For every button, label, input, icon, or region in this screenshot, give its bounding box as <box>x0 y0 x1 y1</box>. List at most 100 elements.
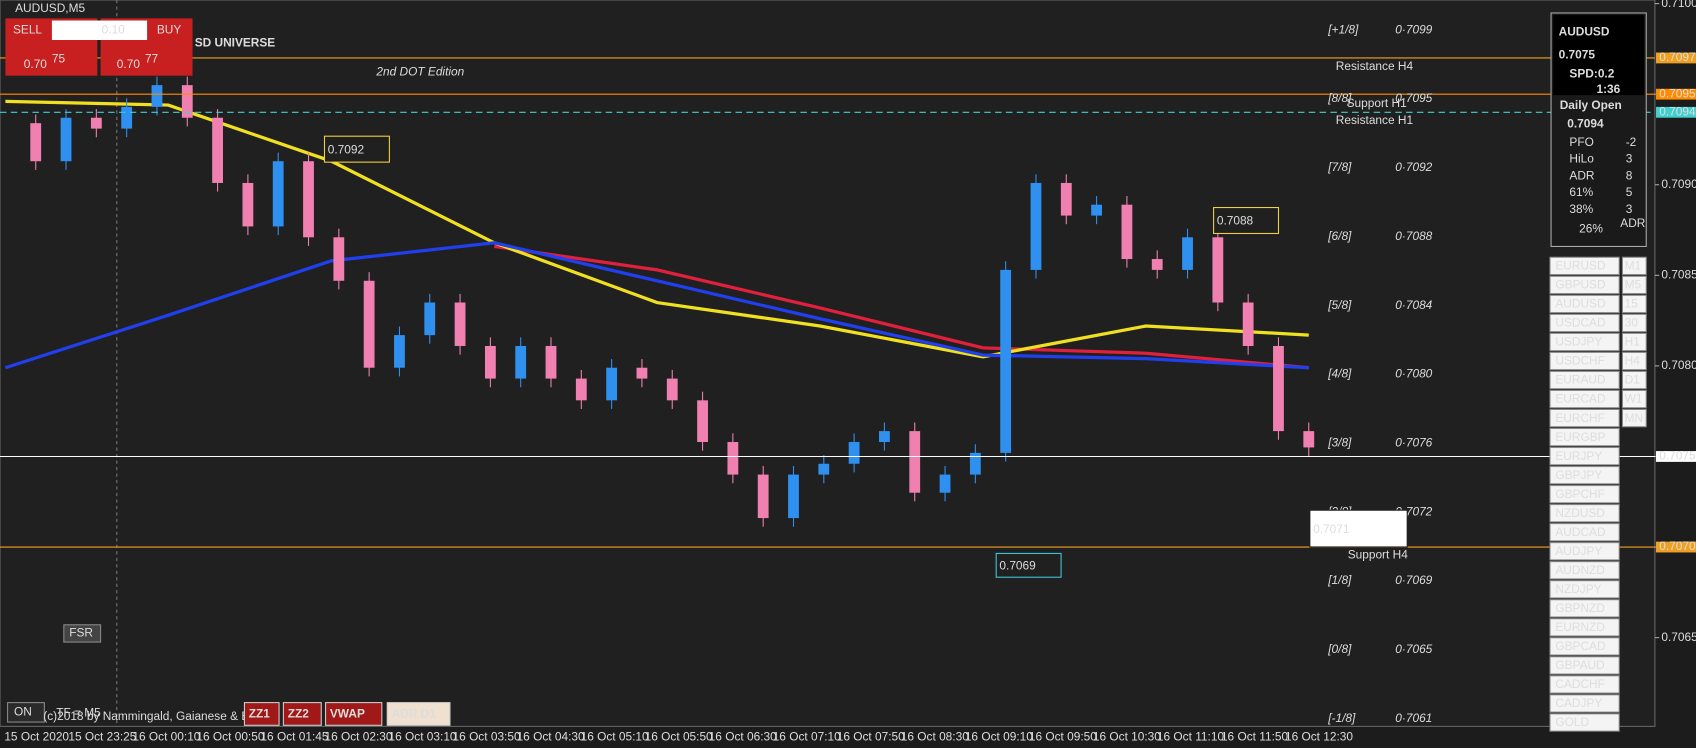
symbol-button[interactable] <box>1549 275 1620 295</box>
zz1-button[interactable] <box>243 702 280 726</box>
on-button[interactable] <box>7 702 45 723</box>
moving-average <box>4 241 1309 370</box>
candle <box>1000 269 1012 453</box>
timeframe-label: MN <box>1625 411 1643 425</box>
symbol-button[interactable] <box>1549 256 1620 276</box>
timeframe-button[interactable] <box>1621 351 1647 371</box>
x-tick-label: 16 Oct 09:10 <box>965 729 1033 743</box>
zz2-button[interactable] <box>282 702 322 726</box>
symbol-label: AUDCAD <box>1555 525 1605 539</box>
timeframe-button[interactable] <box>1621 256 1647 276</box>
candle <box>1303 431 1315 448</box>
x-tick-label: 16 Oct 00:10 <box>132 729 200 743</box>
symbol-button[interactable] <box>1549 370 1620 390</box>
info-spread: SPD:0.2 <box>1569 67 1614 81</box>
symbol-button[interactable] <box>1549 408 1620 428</box>
adr-button[interactable] <box>386 702 451 726</box>
symbol-button[interactable] <box>1549 523 1620 542</box>
x-tick-label: 16 Oct 08:30 <box>901 729 969 743</box>
x-tick-label: 16 Oct 09:50 <box>1029 729 1097 743</box>
symbol-button[interactable] <box>1549 389 1620 409</box>
murrey-tag: [3/8] <box>1327 436 1352 450</box>
symbol-button[interactable] <box>1549 294 1620 314</box>
y-tick-label: 0.7085 <box>1661 267 1696 281</box>
symbol-button[interactable] <box>1549 618 1620 637</box>
x-tick-label: 16 Oct 02:30 <box>324 729 392 743</box>
level-tag <box>1655 106 1696 118</box>
symbol-button[interactable] <box>1549 351 1620 371</box>
symbol-button[interactable] <box>1549 446 1620 466</box>
symbol-label: GBPCHF <box>1555 487 1605 501</box>
murrey-price: 0·7092 <box>1395 160 1432 174</box>
info-row-value: 8 <box>1626 168 1633 182</box>
symbol-label: EURNZD <box>1555 620 1605 634</box>
murrey-price: 0·7080 <box>1395 367 1432 381</box>
timeframe-label: 15 <box>1625 297 1639 311</box>
x-tick-label: 16 Oct 11:50 <box>1221 729 1289 743</box>
candle <box>818 463 830 475</box>
symbol-label: GBPJPY <box>1555 468 1602 482</box>
candle <box>969 452 981 475</box>
murrey-price: 0·7084 <box>1395 298 1432 312</box>
timeframe-button[interactable] <box>1621 408 1647 428</box>
timeframe-button[interactable] <box>1621 370 1647 390</box>
y-tick-label: 0.7100 <box>1661 0 1696 10</box>
symbol-button[interactable] <box>1549 542 1620 561</box>
level-tag-label: 0.7097 <box>1659 50 1695 64</box>
murrey-tag: [0/8] <box>1327 642 1352 656</box>
on-label: ON <box>14 704 32 718</box>
timeframe-button[interactable] <box>1621 294 1647 314</box>
timeframe-label: M5 <box>1625 278 1642 292</box>
candle <box>424 302 436 336</box>
timeframe-button[interactable] <box>1621 275 1647 295</box>
symbol-button[interactable] <box>1549 599 1620 618</box>
info-row-label: 61% <box>1569 185 1593 199</box>
symbol-label: GBPAUD <box>1555 658 1604 672</box>
symbol-label: GBPCAD <box>1555 639 1605 653</box>
timeframe-button[interactable] <box>1621 389 1647 409</box>
symbol-button[interactable] <box>1549 313 1620 333</box>
candle <box>454 302 466 346</box>
fsr-button[interactable] <box>63 624 102 643</box>
symbol-button[interactable] <box>1549 504 1620 523</box>
symbol-label: AUDJPY <box>1555 544 1602 558</box>
x-tick-label: 16 Oct 06:30 <box>709 729 777 743</box>
sr-label: Resistance H1 <box>1336 113 1414 127</box>
candle <box>484 345 496 379</box>
symbol-label: CADCHF <box>1555 677 1605 691</box>
symbol-button[interactable] <box>1549 694 1620 713</box>
timeframe-button[interactable] <box>1621 313 1647 333</box>
sr-label: Support H1 <box>1347 96 1407 110</box>
symbol-button[interactable] <box>1549 465 1620 485</box>
vwap-label: VWAP <box>330 707 365 721</box>
symbol-label: NZDUSD <box>1555 506 1605 520</box>
level-tag <box>1655 52 1696 64</box>
symbol-button[interactable] <box>1549 713 1620 732</box>
callout-box <box>323 135 390 163</box>
timeframe-button[interactable] <box>1621 332 1647 352</box>
sr-label: Support H4 <box>1348 548 1408 562</box>
symbol-button[interactable] <box>1549 675 1620 694</box>
level-tag-label: 0.7094 <box>1659 104 1696 118</box>
info-symbol: AUDUSD <box>1559 25 1610 39</box>
symbol-button[interactable] <box>1549 637 1620 656</box>
symbol-button[interactable] <box>1549 427 1620 447</box>
logo-subtitle: 2nd DOT Edition <box>375 65 464 79</box>
candle <box>939 474 951 493</box>
murrey-price: 0·7069 <box>1395 573 1432 587</box>
x-tick-label: 16 Oct 10:30 <box>1093 729 1161 743</box>
callout: 0.7071 <box>1313 522 1350 536</box>
lot-size: 0.10 <box>102 22 126 36</box>
x-tick-label: 16 Oct 12:30 <box>1285 729 1353 743</box>
vwap-button[interactable] <box>325 702 383 726</box>
level-tag-label: 0.7070 <box>1659 539 1696 553</box>
candle <box>363 280 375 368</box>
symbol-button[interactable] <box>1549 580 1620 599</box>
info-row-label: PFO <box>1569 135 1593 149</box>
symbol-button[interactable] <box>1549 561 1620 580</box>
symbol-button[interactable] <box>1549 332 1620 352</box>
symbol-label: USDCHF <box>1555 354 1605 368</box>
symbol-button[interactable] <box>1549 485 1620 504</box>
timeframe-label: D1 <box>1625 373 1641 387</box>
symbol-button[interactable] <box>1549 656 1620 675</box>
